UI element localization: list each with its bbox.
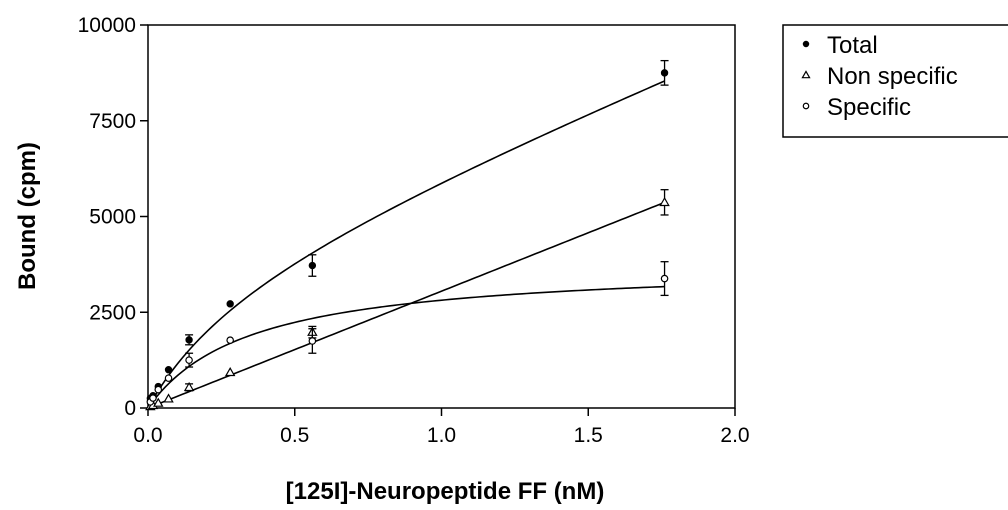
point-total — [185, 336, 193, 344]
point-non-specific — [183, 381, 195, 392]
x-tick-label: 1.5 — [574, 424, 603, 447]
y-tick-label: 2500 — [89, 301, 136, 324]
point-non-specific — [163, 393, 174, 403]
fit-curves — [147, 80, 665, 409]
y-tick-label: 10000 — [78, 14, 136, 37]
point-non-specific — [659, 196, 670, 207]
fit-curve-total — [147, 80, 665, 409]
point-specific — [185, 356, 193, 364]
fit-curve-specific — [147, 285, 665, 409]
point-specific — [308, 337, 317, 345]
point-total — [660, 69, 669, 77]
y-tick-label: 7500 — [89, 110, 136, 133]
axes: 0.0 0.5 1.0 1.5 2.0 0 2500 5000 7500 10000 — [78, 14, 750, 447]
point-specific — [154, 385, 163, 394]
point-total — [164, 366, 173, 374]
legend: Total Non specific Specific — [782, 24, 1008, 138]
y-tick-label: 5000 — [89, 206, 136, 229]
x-axis-title: [125I]-Neuropeptide FF (nM) — [286, 478, 605, 505]
point-total — [226, 300, 234, 308]
legend-box — [782, 24, 1008, 138]
point-specific — [660, 274, 669, 283]
y-axis-title: Bound (cpm) — [14, 142, 41, 290]
fit-curve-non-specific — [147, 201, 665, 409]
plot-frame — [147, 24, 736, 409]
legend-label-total: Total — [827, 32, 878, 59]
legend-marker-specific — [802, 102, 810, 110]
x-tick-label: 0.0 — [133, 424, 162, 447]
x-tick-label: 1.0 — [427, 424, 456, 447]
legend-label-non-specific: Non specific — [827, 63, 958, 90]
y-tick-label: 0 — [124, 397, 136, 420]
legend-marker-total — [802, 40, 810, 48]
point-total — [308, 261, 317, 270]
point-specific — [226, 336, 234, 345]
legend-marker-non-specific — [801, 70, 811, 79]
data-points — [145, 59, 670, 411]
point-specific — [164, 374, 173, 382]
point-non-specific — [224, 366, 236, 377]
x-tick-label: 0.5 — [280, 424, 309, 447]
point-specific — [149, 394, 157, 402]
point-non-specific — [153, 397, 164, 407]
legend-label-specific: Specific — [827, 94, 911, 121]
x-tick-label: 2.0 — [720, 424, 749, 447]
